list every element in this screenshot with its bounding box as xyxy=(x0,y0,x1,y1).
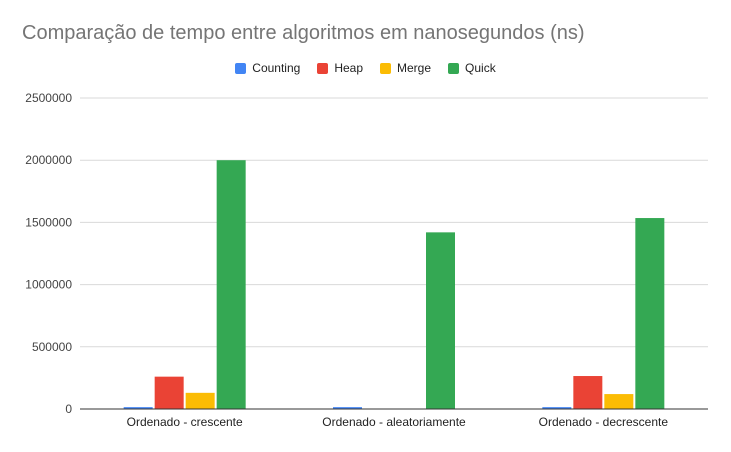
legend-label-heap: Heap xyxy=(334,61,364,75)
bar-counting xyxy=(542,407,572,409)
legend-item-heap: Heap xyxy=(317,61,363,75)
x-tick-label: Ordenado - decrescente xyxy=(539,415,669,429)
bar-counting xyxy=(123,407,153,409)
y-tick-label: 1000000 xyxy=(25,278,72,292)
y-tick-label: 1500000 xyxy=(25,215,72,229)
bar-quick xyxy=(635,218,665,409)
y-tick-label: 2500000 xyxy=(25,91,72,105)
x-tick-label: Ordenado - crescente xyxy=(127,415,243,429)
bar-merge xyxy=(185,392,215,409)
bar-heap xyxy=(154,376,184,409)
bar-merge xyxy=(604,394,634,409)
legend-swatch-counting xyxy=(235,62,247,74)
legend-swatch-heap xyxy=(317,62,329,74)
legend-label-counting: Counting xyxy=(252,61,301,75)
chart-title: Comparação de tempo entre algoritmos em … xyxy=(22,22,585,44)
legend-label-merge: Merge xyxy=(397,61,432,75)
legend: Counting Heap Merge Quick xyxy=(0,61,731,75)
legend-item-counting: Counting xyxy=(235,61,300,75)
legend-swatch-merge xyxy=(380,62,392,74)
bar-counting xyxy=(333,407,362,409)
legend-item-quick: Quick xyxy=(448,61,496,75)
y-tick-label: 500000 xyxy=(32,340,72,354)
x-tick-label: Ordenado - aleatoriamente xyxy=(322,415,466,429)
bar-heap xyxy=(573,376,603,409)
y-tick-label: 0 xyxy=(65,402,72,416)
bar-quick xyxy=(216,160,246,409)
bar-quick xyxy=(426,232,455,409)
y-tick-label: 2000000 xyxy=(25,153,72,167)
legend-swatch-quick xyxy=(448,62,460,74)
legend-item-merge: Merge xyxy=(380,61,431,75)
legend-label-quick: Quick xyxy=(465,61,496,75)
